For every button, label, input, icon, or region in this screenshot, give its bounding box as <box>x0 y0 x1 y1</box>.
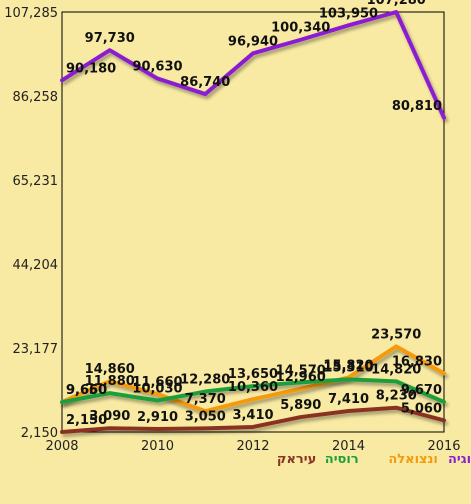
y-tick-label: 23,177 <box>13 342 59 357</box>
data-label: 14,820 <box>371 362 421 377</box>
legend-item: רוסיה <box>325 452 359 467</box>
data-label: 15,310 <box>323 360 373 375</box>
y-tick-label: 86,258 <box>13 90 59 105</box>
data-label: 8,230 <box>376 389 417 404</box>
series-line <box>60 344 446 414</box>
data-label: 80,810 <box>392 99 442 114</box>
data-label: 97,730 <box>85 31 135 46</box>
legend-item: ונצואלה <box>388 452 438 467</box>
x-tick-label: 2012 <box>236 439 269 454</box>
x-tick-label: 2014 <box>332 439 365 454</box>
data-label: 7,370 <box>185 392 226 407</box>
data-label: 90,630 <box>132 60 182 75</box>
x-tick-labels: 2008 2010 2012 2014 2016 <box>45 439 460 454</box>
x-tick-label: 2008 <box>45 439 78 454</box>
y-tick-label: 65,231 <box>13 174 59 189</box>
data-label: 2,910 <box>137 410 178 425</box>
data-label: 3,090 <box>89 409 130 424</box>
legend: נורווגיה ונצואלה רוסיה עיראק <box>277 452 471 467</box>
data-label: 9,670 <box>401 383 442 398</box>
data-label: 23,570 <box>371 327 421 342</box>
data-label: 100,340 <box>271 21 330 36</box>
data-label: 3,050 <box>185 409 226 424</box>
data-label: 5,060 <box>401 401 442 416</box>
data-label: 9,660 <box>66 383 107 398</box>
series-line <box>60 377 446 405</box>
data-label: 9,650 <box>66 383 107 398</box>
series-line <box>60 10 446 120</box>
axes <box>61 11 445 433</box>
y-tick-labels: 2,150 23,177 44,204 65,231 86,258 107,285 <box>4 6 58 441</box>
data-label: 12,280 <box>180 373 230 388</box>
data-label: 86,740 <box>180 75 230 90</box>
legend-item: עיראק <box>277 452 316 467</box>
y-tick-label: 2,150 <box>21 426 58 441</box>
legend-item: נורווגיה <box>448 452 471 467</box>
data-label: 3,410 <box>232 408 273 423</box>
data-label: 5,890 <box>280 398 321 413</box>
data-label: 2,150 <box>66 413 107 428</box>
data-label: 14,860 <box>85 362 135 377</box>
data-label: 16,830 <box>392 354 442 369</box>
data-label: 10,360 <box>228 380 278 395</box>
data-label: 10,030 <box>132 382 182 397</box>
y-tick-label: 107,285 <box>4 6 58 21</box>
data-label: 11,880 <box>85 374 135 389</box>
series-line <box>60 405 446 434</box>
x-tick-label: 2016 <box>427 439 460 454</box>
data-label: 14,570 <box>276 363 326 378</box>
data-label: 96,940 <box>228 34 278 49</box>
plot-area <box>61 11 445 433</box>
x-tick-label: 2010 <box>141 439 174 454</box>
y-tick-label: 44,204 <box>13 258 59 273</box>
data-label: 90,180 <box>66 61 116 76</box>
data-label: 13,650 <box>228 367 278 382</box>
data-label: 7,410 <box>328 392 369 407</box>
data-label: 12,960 <box>276 370 326 385</box>
data-label: 15,820 <box>323 358 373 373</box>
data-label: 107,280 <box>367 0 426 8</box>
data-label: 103,950 <box>319 6 378 21</box>
series-lines <box>60 10 446 434</box>
data-label: 11,660 <box>132 375 182 390</box>
